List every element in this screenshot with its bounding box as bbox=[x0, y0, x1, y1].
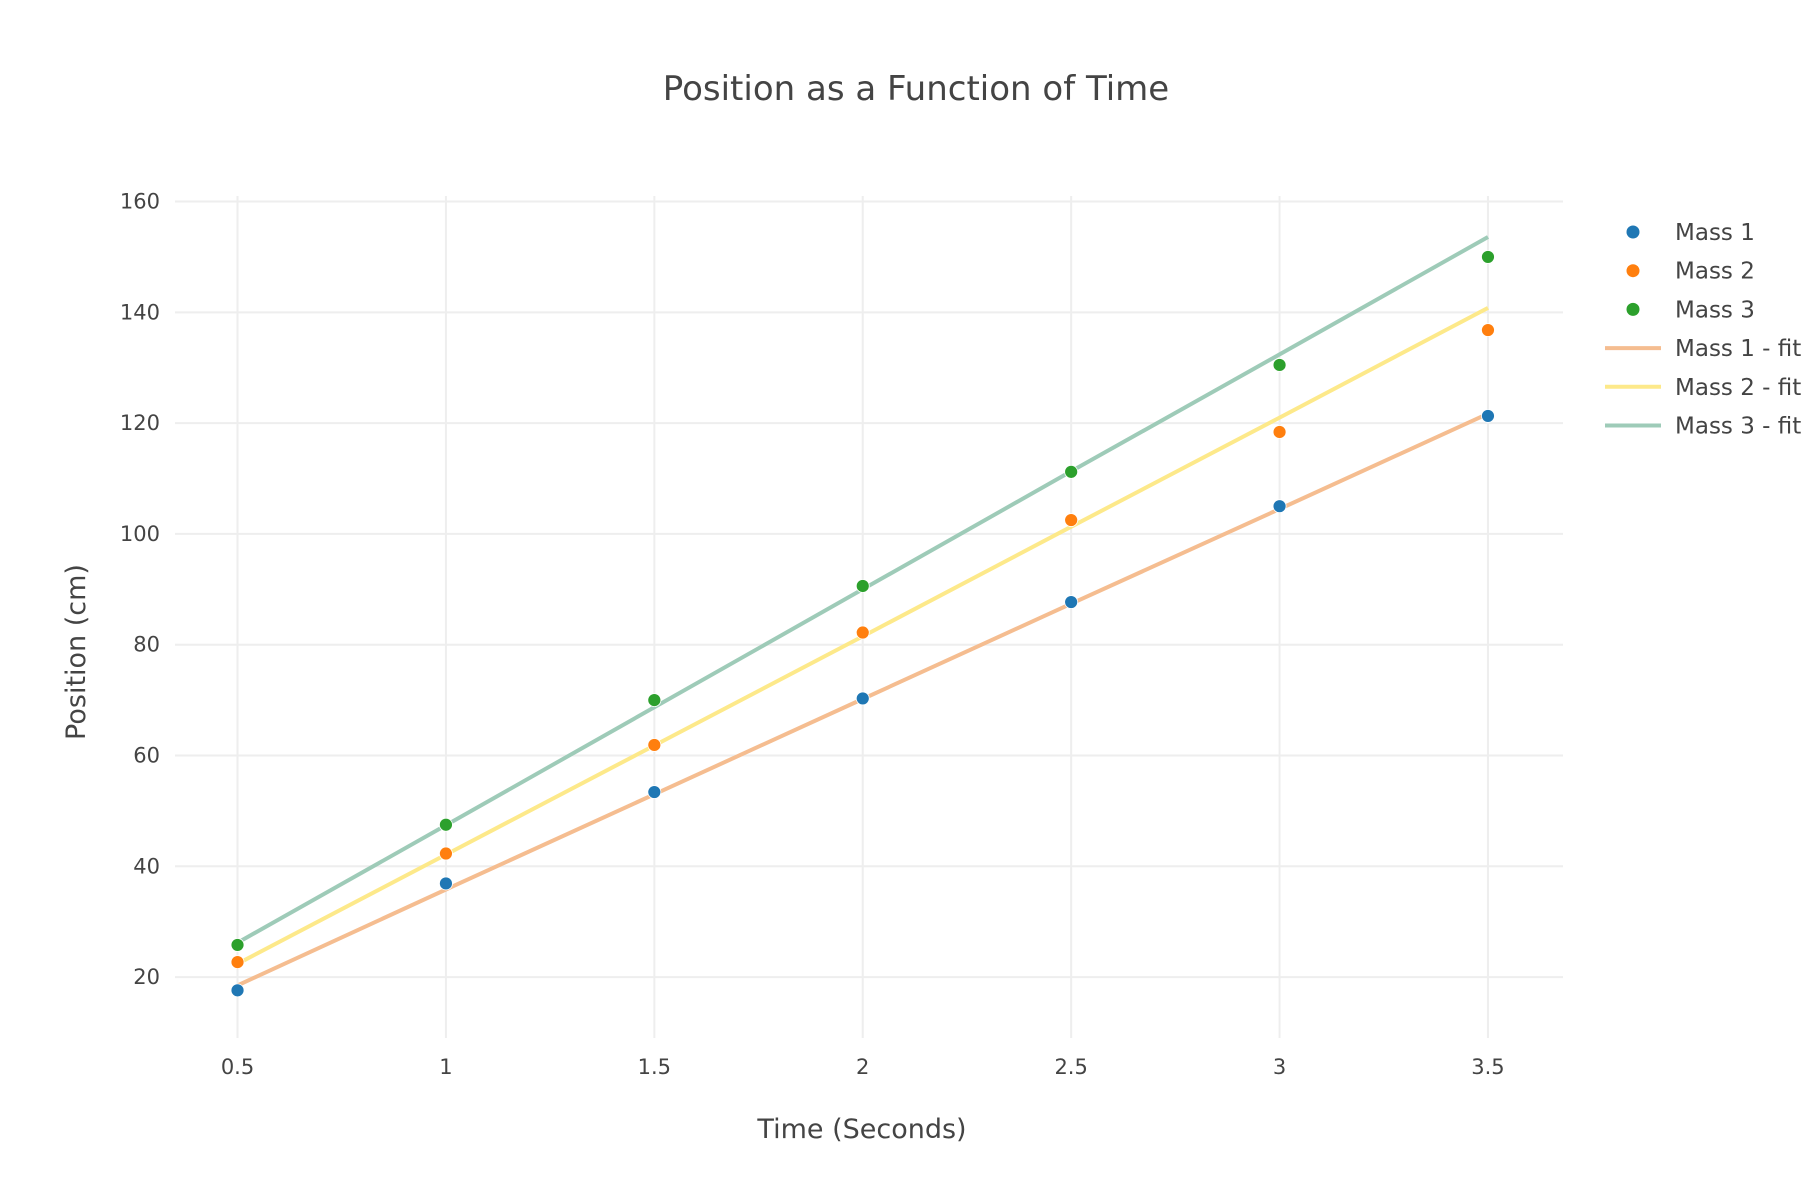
legend-label-mass-1-fit: Mass 1 - fit bbox=[1675, 336, 1801, 362]
mass-2-point bbox=[1481, 323, 1495, 337]
y-tick-label: 100 bbox=[120, 522, 160, 546]
legend-label-mass-1: Mass 1 bbox=[1675, 220, 1755, 246]
mass-2-point bbox=[855, 625, 870, 640]
mass-1-point bbox=[647, 785, 662, 799]
x-tick-label: 3.5 bbox=[1471, 1055, 1504, 1079]
legend-swatch-mass-2 bbox=[1626, 264, 1640, 278]
chart-title: Position as a Function of Time bbox=[663, 69, 1169, 109]
y-tick-label: 120 bbox=[120, 411, 160, 435]
tick-labels: 0.5 1 1.5 2 2.5 3 3.5 20 40 60 80 100 120 140 160 bbox=[120, 190, 1505, 1079]
legend-label-mass-2-fit: Mass 2 - fit bbox=[1675, 375, 1801, 401]
mass-3-point bbox=[230, 938, 245, 952]
legend-swatch-mass-1 bbox=[1626, 225, 1640, 239]
x-tick-label: 2 bbox=[856, 1055, 869, 1079]
x-tick-label: 1.5 bbox=[638, 1055, 671, 1079]
x-tick-label: 1 bbox=[439, 1055, 452, 1079]
legend: Mass 1 Mass 2 Mass 3 Mass 1 - fit Mass 2 - f… bbox=[1605, 220, 1801, 440]
y-tick-label: 20 bbox=[133, 965, 160, 989]
legend-label-mass-3-fit: Mass 3 - fit bbox=[1675, 414, 1801, 440]
x-axis-title: Time (Seconds) bbox=[756, 1114, 966, 1145]
mass-3-point bbox=[439, 817, 453, 832]
mass-3-point bbox=[855, 579, 870, 593]
y-tick-label: 80 bbox=[133, 633, 160, 657]
mass-3-point bbox=[1481, 250, 1495, 264]
mass-2-point bbox=[1272, 425, 1287, 439]
mass-2-point bbox=[439, 846, 453, 861]
mass-1-point bbox=[439, 876, 453, 891]
mass-1-point bbox=[1481, 409, 1495, 423]
x-tick-label: 0.5 bbox=[221, 1055, 254, 1079]
x-tick-label: 3 bbox=[1273, 1055, 1286, 1079]
grid bbox=[175, 196, 1563, 1038]
mass-3-point bbox=[1064, 464, 1079, 479]
y-axis-title: Position (cm) bbox=[61, 564, 92, 740]
mass-2-point bbox=[647, 738, 662, 752]
mass-1-point bbox=[855, 691, 870, 706]
mass-2-point bbox=[230, 955, 245, 970]
y-tick-label: 40 bbox=[133, 854, 160, 878]
mass-2-point bbox=[1064, 513, 1079, 527]
y-tick-label: 160 bbox=[120, 190, 160, 214]
legend-swatch-mass-3 bbox=[1626, 302, 1640, 316]
legend-label-mass-3: Mass 3 bbox=[1675, 297, 1755, 323]
mass-1-point bbox=[1272, 499, 1287, 514]
mass-1-point bbox=[1064, 595, 1079, 609]
mass-3-point bbox=[647, 693, 662, 707]
mass-1-point bbox=[230, 983, 245, 998]
legend-label-mass-2: Mass 2 bbox=[1675, 259, 1755, 285]
data-markers bbox=[230, 250, 1495, 998]
mass-3-point bbox=[1272, 358, 1287, 372]
y-tick-label: 60 bbox=[133, 743, 160, 767]
x-tick-label: 2.5 bbox=[1054, 1055, 1087, 1079]
y-tick-label: 140 bbox=[120, 300, 160, 324]
